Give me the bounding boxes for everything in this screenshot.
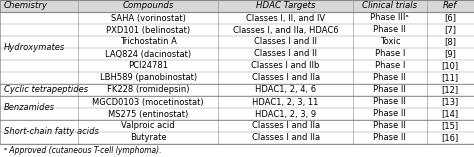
Bar	[0, 72, 474, 84]
Text: Hydroxymates: Hydroxymates	[4, 43, 65, 52]
Text: Classes I and IIa: Classes I and IIa	[252, 73, 319, 82]
Text: [13]: [13]	[442, 97, 459, 106]
Bar	[0, 132, 474, 144]
Bar	[0, 120, 474, 132]
Bar	[0, 96, 474, 108]
Text: [6]: [6]	[444, 14, 456, 22]
Text: PCI24781: PCI24781	[128, 62, 168, 70]
Text: Classes I, II, and IV: Classes I, II, and IV	[246, 14, 325, 22]
Text: [8]: [8]	[444, 38, 456, 46]
Text: Short-chain fatty acids: Short-chain fatty acids	[4, 127, 99, 136]
Text: Phase I: Phase I	[374, 49, 405, 59]
Text: LAQ824 (dacinostat): LAQ824 (dacinostat)	[105, 49, 191, 59]
Text: MGCD0103 (mocetinostat): MGCD0103 (mocetinostat)	[92, 97, 204, 106]
Text: Phase I: Phase I	[374, 62, 405, 70]
Text: Classes I and IIa: Classes I and IIa	[252, 133, 319, 143]
Bar	[0, 36, 474, 48]
Text: Phase II: Phase II	[374, 97, 406, 106]
Text: [10]: [10]	[442, 62, 459, 70]
Bar	[0, 12, 474, 24]
Text: Trichostatin A: Trichostatin A	[120, 38, 176, 46]
Bar	[0, 48, 474, 60]
Text: HDAC Targets: HDAC Targets	[256, 2, 315, 11]
Text: HDAC1, 2, 4, 6: HDAC1, 2, 4, 6	[255, 86, 316, 95]
Text: Phase II: Phase II	[374, 122, 406, 130]
Text: LBH589 (panobinostat): LBH589 (panobinostat)	[100, 73, 197, 82]
Text: SAHA (vorinostat): SAHA (vorinostat)	[111, 14, 185, 22]
Text: Clinical trials: Clinical trials	[362, 2, 418, 11]
Text: Chemistry: Chemistry	[4, 2, 48, 11]
Text: Benzamides: Benzamides	[4, 103, 55, 113]
Bar	[0, 84, 474, 96]
Text: Classes I and IIb: Classes I and IIb	[251, 62, 320, 70]
Text: [9]: [9]	[444, 49, 456, 59]
Text: Ref: Ref	[443, 2, 457, 11]
Text: Phase II: Phase II	[374, 86, 406, 95]
Text: Phase II: Phase II	[374, 133, 406, 143]
Text: Classes I and II: Classes I and II	[254, 38, 317, 46]
Text: [16]: [16]	[442, 133, 459, 143]
Text: [15]: [15]	[442, 122, 459, 130]
Text: Cyclic tetrapeptides: Cyclic tetrapeptides	[4, 86, 88, 95]
Text: HDAC1, 2, 3, 9: HDAC1, 2, 3, 9	[255, 109, 316, 119]
Text: Compounds: Compounds	[122, 2, 174, 11]
Text: [12]: [12]	[442, 86, 459, 95]
Text: Toxic: Toxic	[380, 38, 400, 46]
Text: Phase II: Phase II	[374, 25, 406, 35]
Text: [14]: [14]	[442, 109, 459, 119]
Text: Phase II: Phase II	[374, 109, 406, 119]
Text: MS275 (entinostat): MS275 (entinostat)	[108, 109, 188, 119]
Text: Butyrate: Butyrate	[130, 133, 166, 143]
Bar	[0, 24, 474, 36]
Text: Valproic acid: Valproic acid	[121, 122, 175, 130]
Text: Classes I, and IIa, HDAC6: Classes I, and IIa, HDAC6	[233, 25, 338, 35]
Text: HDAC1, 2, 3, 11: HDAC1, 2, 3, 11	[252, 97, 319, 106]
Text: PXD101 (belinostat): PXD101 (belinostat)	[106, 25, 190, 35]
Text: Classes I and II: Classes I and II	[254, 49, 317, 59]
Bar	[0, 0, 474, 12]
Text: Phase II: Phase II	[374, 73, 406, 82]
Text: FK228 (romidepsin): FK228 (romidepsin)	[107, 86, 190, 95]
Text: Phase IIIᵃ: Phase IIIᵃ	[371, 14, 409, 22]
Text: ᵃ Approved (cutaneous T-cell lymphoma).: ᵃ Approved (cutaneous T-cell lymphoma).	[4, 146, 162, 155]
Bar	[0, 108, 474, 120]
Text: [7]: [7]	[444, 25, 456, 35]
Bar	[0, 60, 474, 72]
Text: [11]: [11]	[442, 73, 459, 82]
Text: Classes I and IIa: Classes I and IIa	[252, 122, 319, 130]
